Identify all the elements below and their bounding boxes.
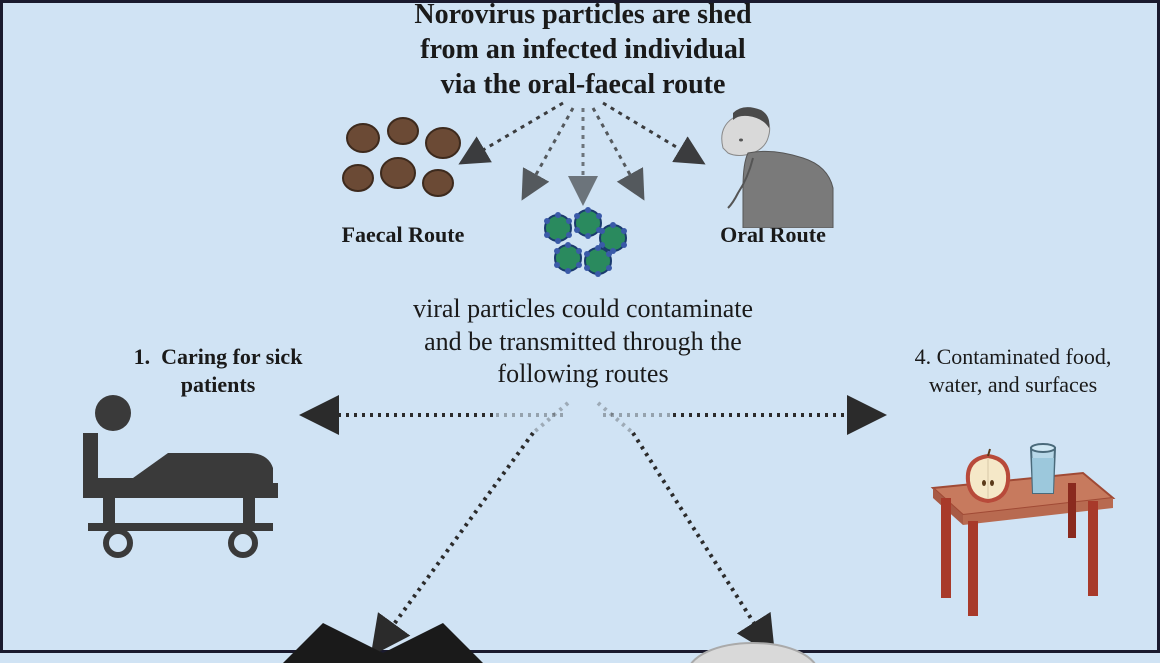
title-text: Norovirus particles are shed from an inf… xyxy=(363,0,803,102)
mid-text: viral particles could contaminate and be… xyxy=(333,293,833,391)
mid-line1: viral particles could contaminate xyxy=(413,294,753,323)
route4-label: 4. Contaminated food, water, and surface… xyxy=(883,343,1143,398)
faeces-icon xyxy=(333,113,473,213)
title-line2: from an infected individual xyxy=(420,34,745,65)
route4-t2: water, and surfaces xyxy=(929,372,1097,397)
mid-line2: and be transmitted through the xyxy=(424,327,742,356)
table-icon xyxy=(913,443,1123,623)
title-line3: via the oral-faecal route xyxy=(441,69,726,100)
title-line1: Norovirus particles are shed xyxy=(414,0,751,30)
bottom-left-shape xyxy=(283,623,483,663)
virus-icon xyxy=(528,203,638,293)
route1-num: 1. xyxy=(134,344,151,369)
bottom-right-shape xyxy=(683,633,823,663)
route4-t1: Contaminated food, xyxy=(937,344,1112,369)
mid-line3: following routes xyxy=(497,359,668,388)
route1-t1: Caring for sick xyxy=(161,344,302,369)
patient-icon xyxy=(58,383,298,563)
faecal-route-label: Faecal Route xyxy=(323,221,483,249)
person-icon xyxy=(693,98,843,228)
route4-num: 4. xyxy=(915,344,932,369)
